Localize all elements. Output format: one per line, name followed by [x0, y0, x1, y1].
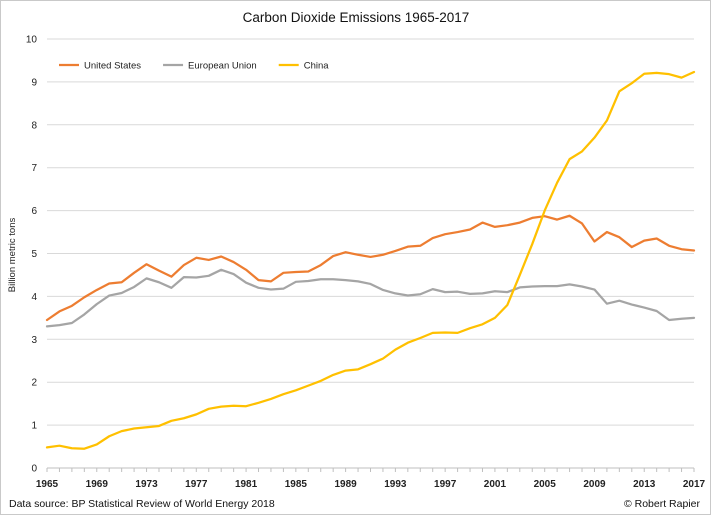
x-tick-label: 2017 [683, 479, 706, 490]
legend-label-united-states: United States [84, 61, 141, 72]
legend-label-european-union: European Union [188, 61, 257, 72]
gridlines [47, 38, 694, 426]
series-line-united-states [45, 214, 696, 322]
chart-title: Carbon Dioxide Emissions 1965-2017 [243, 10, 470, 25]
series-line-china [45, 70, 696, 450]
copyright-credit: © Robert Rapier [623, 498, 700, 510]
x-tick-label: 1973 [135, 479, 158, 490]
y-tick-label: 2 [31, 378, 37, 389]
x-tick-label: 2001 [484, 479, 507, 490]
series-lines [45, 70, 696, 450]
data-source-note: Data source: BP Statistical Review of Wo… [9, 498, 275, 510]
x-tick-label: 1997 [434, 479, 457, 490]
y-tick-label: 4 [31, 292, 37, 303]
legend-label-china: China [304, 61, 330, 72]
y-tick-label: 3 [31, 335, 37, 346]
x-tick-label: 1977 [185, 479, 208, 490]
series-line-european-union [45, 268, 696, 328]
x-tick-label: 2013 [633, 479, 656, 490]
y-axis-ticks: 0 1 2 3 4 5 6 7 8 9 10 [26, 35, 38, 475]
x-tick-label: 2009 [583, 479, 606, 490]
y-tick-label: 1 [31, 421, 37, 432]
x-axis: 1965 1969 1973 1977 1981 1985 1989 1993 1997 2001… [36, 467, 706, 490]
x-tick-label: 2005 [534, 479, 557, 490]
x-tick-label: 1989 [334, 479, 357, 490]
y-tick-label: 9 [31, 77, 37, 88]
x-tick-label: 1985 [285, 479, 308, 490]
x-tick-label: 1981 [235, 479, 258, 490]
legend: United States European Union China [59, 61, 329, 72]
x-tick-label: 1965 [36, 479, 59, 490]
x-tick-label: 1969 [86, 479, 109, 490]
y-tick-label: 5 [31, 249, 37, 260]
y-tick-label: 7 [31, 163, 37, 174]
y-tick-label: 8 [31, 120, 37, 131]
y-tick-label: 6 [31, 206, 37, 217]
y-tick-label: 10 [26, 35, 38, 46]
x-tick-label: 1993 [384, 479, 407, 490]
y-tick-label: 0 [31, 464, 37, 475]
y-axis-label: Billion metric tons [7, 218, 18, 293]
